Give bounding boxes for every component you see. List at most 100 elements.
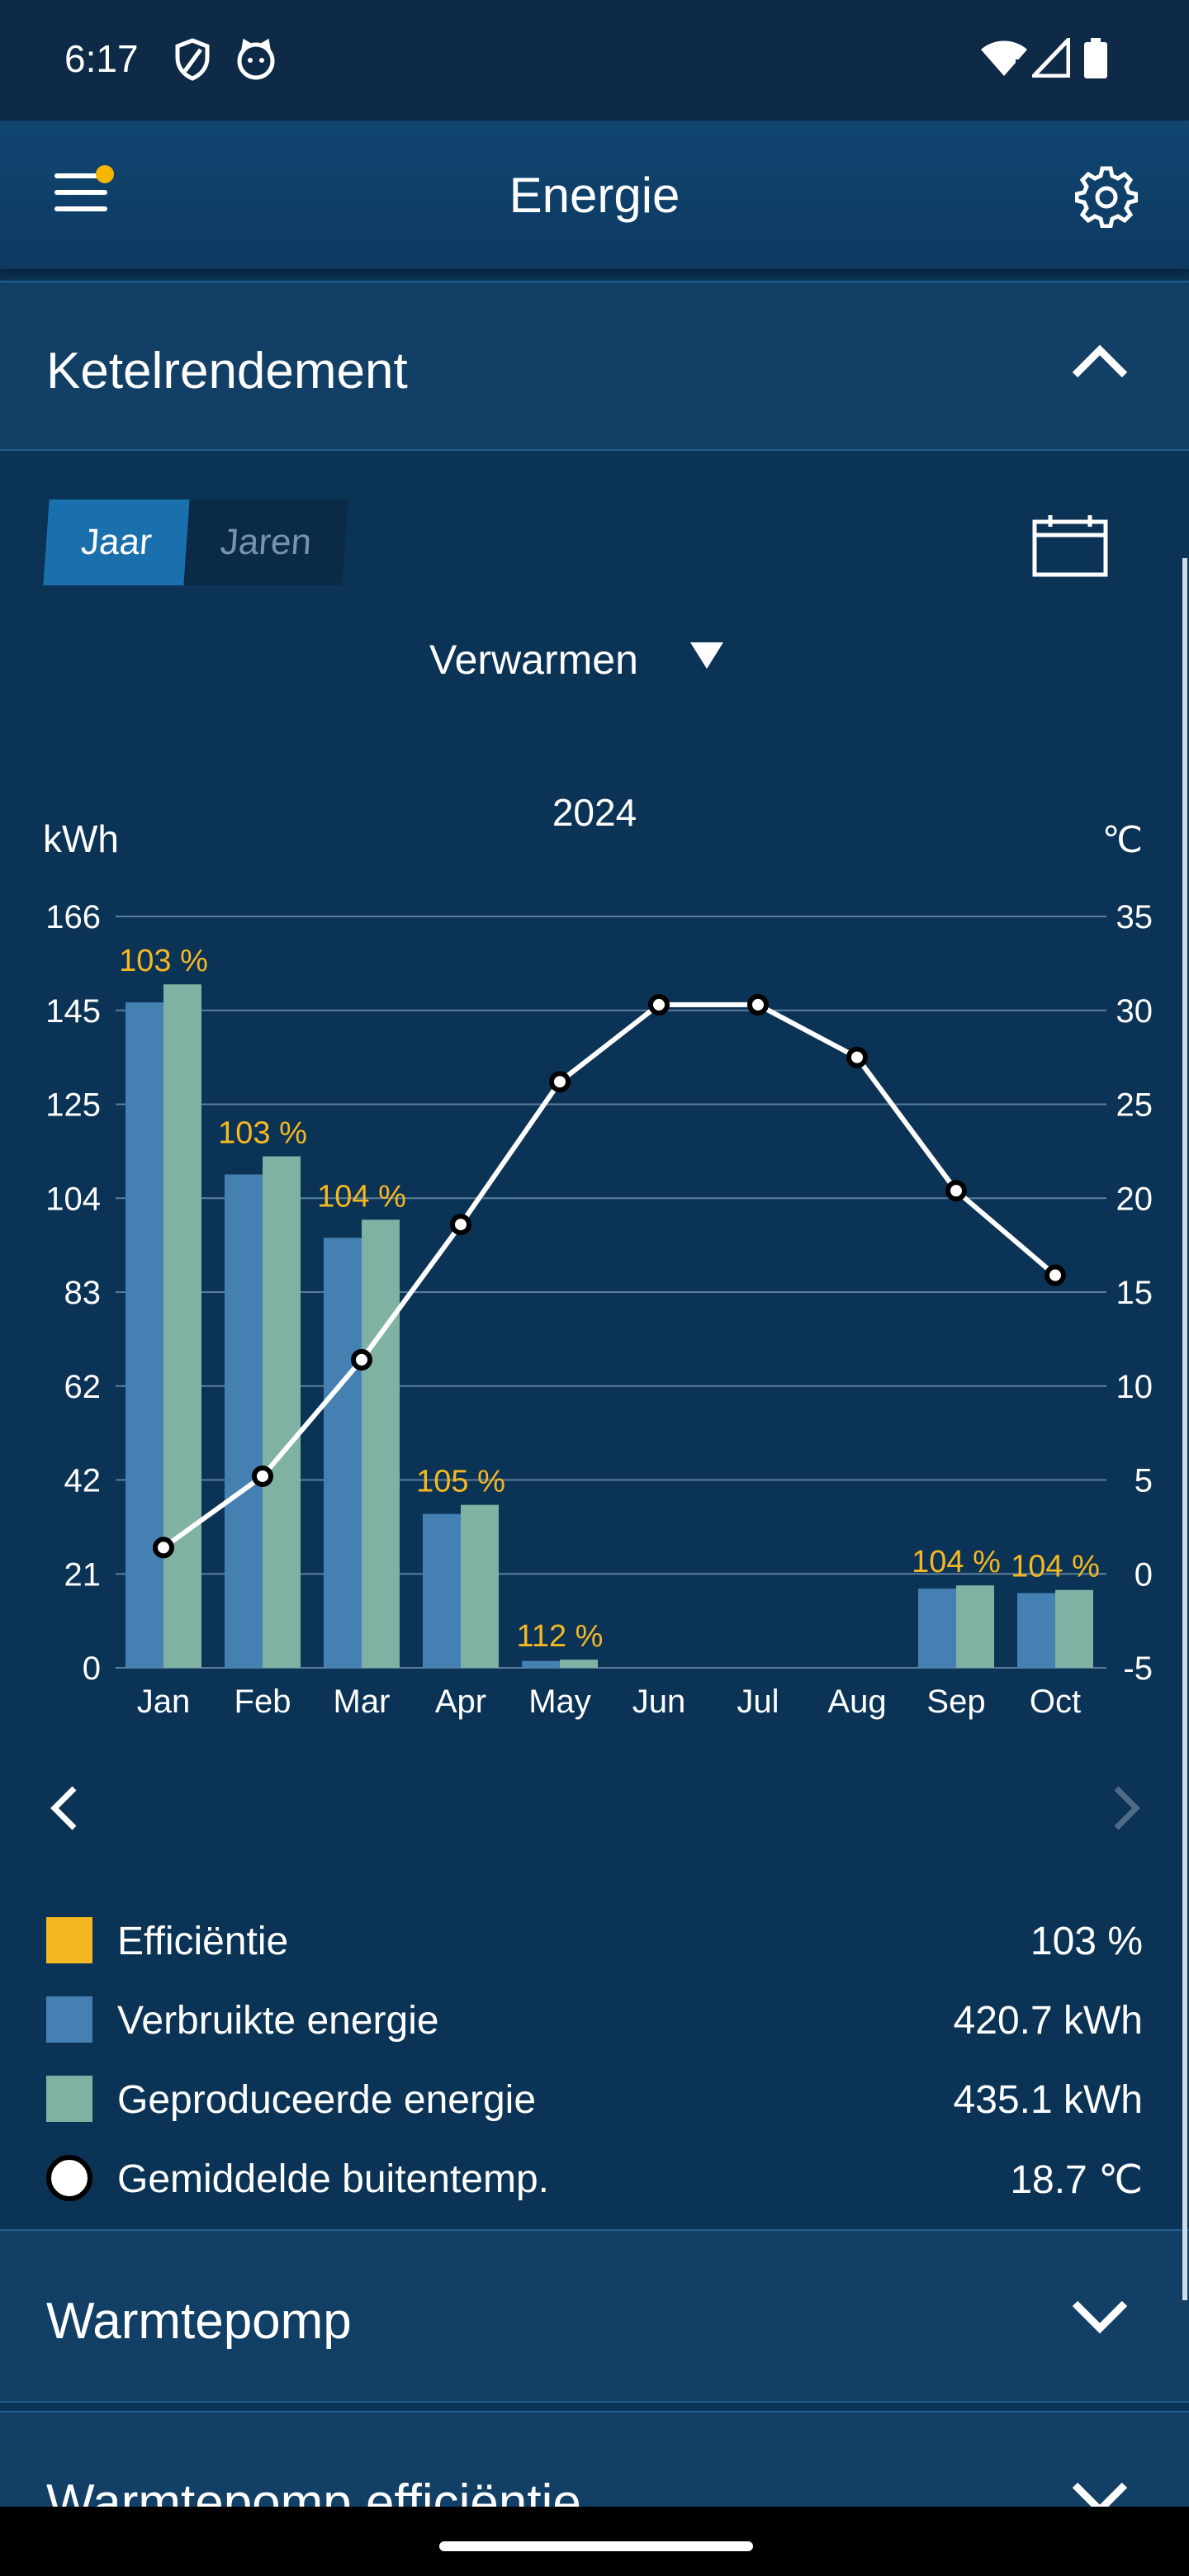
dropdown-value: Verwarmen bbox=[429, 637, 638, 683]
left-tick-label: 125 bbox=[45, 1087, 101, 1124]
temperature-line bbox=[162, 1002, 1057, 1550]
efficiency-label: 104 % bbox=[1011, 1550, 1100, 1584]
bar-produced bbox=[263, 1156, 301, 1668]
toggle-jaar[interactable]: Jaar bbox=[43, 500, 190, 585]
right-axis-unit: ℃ bbox=[1102, 820, 1143, 860]
scrollbar[interactable] bbox=[1182, 558, 1187, 2300]
legend-value: 435.1 kWh bbox=[953, 2078, 1143, 2122]
mode-dropdown[interactable]: Verwarmen bbox=[429, 636, 723, 694]
bar-produced bbox=[362, 1219, 400, 1668]
calendar-icon[interactable] bbox=[1032, 514, 1108, 578]
status-bar: 6:17 bbox=[0, 0, 1189, 121]
bar-consumed bbox=[225, 1174, 263, 1668]
left-tick-label: 166 bbox=[45, 899, 101, 935]
legend-value: 18.7 ℃ bbox=[1010, 2158, 1143, 2202]
legend-label: Efficiëntie bbox=[117, 1920, 289, 1963]
right-tick-label: 0 bbox=[1135, 1556, 1153, 1593]
legend-row-produced: Geproduceerde energie 435.1 kWh bbox=[0, 2066, 1189, 2132]
bar-produced bbox=[956, 1585, 994, 1668]
x-tick-label: Jan bbox=[137, 1683, 191, 1720]
shield-icon bbox=[175, 38, 210, 81]
energy-chart: 2024 kWh ℃ 0 21 42 62 83 104 125 145 166 -5 0 5 10 15 20 2… bbox=[43, 791, 1153, 1720]
temperature-point bbox=[351, 1348, 372, 1371]
efficiency-label: 103 % bbox=[119, 944, 208, 978]
x-tick-label: Oct bbox=[1030, 1683, 1081, 1720]
left-axis-unit: kWh bbox=[43, 817, 119, 860]
left-tick-label: 42 bbox=[64, 1463, 102, 1499]
bar-consumed bbox=[522, 1660, 560, 1668]
legend-value: 420.7 kWh bbox=[953, 1999, 1143, 2043]
temperature-point bbox=[1045, 1264, 1066, 1286]
x-tick-label: Sep bbox=[926, 1683, 985, 1720]
x-tick-label: Mar bbox=[334, 1683, 391, 1720]
temperature-point bbox=[747, 993, 769, 1016]
efficiency-label: 104 % bbox=[912, 1545, 1001, 1579]
bar-consumed bbox=[324, 1238, 362, 1668]
bar-consumed bbox=[1017, 1593, 1055, 1668]
section-ketelrendement-header[interactable]: Ketelrendement bbox=[0, 281, 1189, 451]
legend-row-consumed: Verbruikte energie 420.7 kWh bbox=[0, 1986, 1189, 2053]
legend-label: Geproduceerde energie bbox=[117, 2078, 537, 2122]
efficiency-label: 112 % bbox=[517, 1619, 604, 1654]
dropdown-arrow-icon bbox=[690, 642, 723, 669]
efficiency-label: 103 % bbox=[218, 1116, 307, 1151]
signal-icon bbox=[1032, 38, 1070, 78]
gear-icon[interactable] bbox=[1075, 165, 1138, 228]
home-gesture-pill[interactable] bbox=[439, 2541, 753, 2551]
temperature-swatch bbox=[46, 2155, 92, 2201]
legend-label: Verbruikte energie bbox=[117, 1999, 439, 2043]
battery-icon bbox=[1084, 38, 1107, 78]
period-toggle: Jaar Jaren bbox=[43, 500, 348, 585]
right-tick-label: 35 bbox=[1116, 899, 1153, 935]
bar-produced bbox=[461, 1504, 499, 1668]
x-tick-label: May bbox=[528, 1683, 591, 1720]
right-tick-label: 20 bbox=[1116, 1181, 1153, 1217]
legend-row-temperature: Gemiddelde buitentemp. 18.7 ℃ bbox=[0, 2145, 1189, 2211]
page-title: Energie bbox=[509, 168, 680, 223]
produced-swatch bbox=[46, 2076, 92, 2122]
temperature-point bbox=[450, 1214, 471, 1236]
right-tick-label: 30 bbox=[1116, 993, 1153, 1030]
previous-year-icon[interactable] bbox=[43, 1783, 84, 1833]
section-warmtepomp-header[interactable]: Warmtepomp bbox=[0, 2229, 1189, 2403]
left-tick-label: 0 bbox=[83, 1650, 101, 1687]
legend-row-efficiency: Efficiëntie 103 % bbox=[0, 1907, 1189, 1973]
temperature-point bbox=[153, 1537, 174, 1559]
chart-title: 2024 bbox=[552, 791, 637, 834]
temperature-point bbox=[549, 1071, 571, 1093]
app-bar: Energie bbox=[0, 121, 1189, 269]
chevron-up-icon bbox=[1072, 344, 1128, 378]
wifi-icon bbox=[981, 40, 1027, 76]
menu-icon[interactable] bbox=[54, 165, 114, 213]
toggle-jaren[interactable]: Jaren bbox=[219, 522, 313, 562]
left-tick-label: 83 bbox=[64, 1275, 102, 1311]
bar-consumed bbox=[423, 1513, 461, 1668]
right-tick-label: 15 bbox=[1116, 1275, 1153, 1311]
bar-produced bbox=[1055, 1589, 1093, 1668]
efficiency-swatch bbox=[46, 1917, 92, 1963]
cat-icon bbox=[237, 38, 275, 80]
left-tick-label: 145 bbox=[45, 993, 101, 1030]
section-title: Warmtepomp bbox=[46, 2293, 352, 2350]
next-year-icon[interactable] bbox=[1106, 1783, 1148, 1833]
right-tick-label: 10 bbox=[1116, 1369, 1153, 1405]
bar-consumed bbox=[918, 1589, 956, 1668]
right-tick-label: 5 bbox=[1135, 1463, 1153, 1499]
status-time: 6:17 bbox=[64, 37, 139, 80]
gesture-bar bbox=[0, 2507, 1189, 2576]
temperature-point bbox=[252, 1465, 273, 1487]
left-tick-label: 62 bbox=[64, 1369, 102, 1405]
temperature-point bbox=[648, 993, 670, 1016]
consumed-swatch bbox=[46, 1996, 92, 2043]
right-tick-label: 25 bbox=[1116, 1087, 1153, 1124]
x-tick-label: Aug bbox=[827, 1683, 886, 1720]
x-tick-label: Jul bbox=[737, 1683, 779, 1720]
section-title: Ketelrendement bbox=[46, 343, 408, 400]
x-tick-label: Apr bbox=[435, 1683, 486, 1720]
temperature-point bbox=[945, 1180, 967, 1202]
x-tick-label: Jun bbox=[632, 1683, 686, 1720]
efficiency-label: 105 % bbox=[416, 1465, 505, 1499]
bar-produced bbox=[560, 1660, 598, 1668]
temperature-point bbox=[846, 1046, 868, 1068]
bar-produced bbox=[163, 984, 201, 1668]
